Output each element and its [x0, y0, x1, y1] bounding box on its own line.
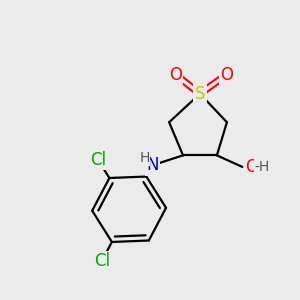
Text: -H: -H	[256, 160, 272, 174]
Text: S: S	[195, 85, 205, 103]
Text: Cl: Cl	[90, 151, 106, 169]
Text: O: O	[248, 158, 261, 176]
Text: O: O	[245, 158, 258, 176]
Text: O: O	[220, 65, 233, 83]
Text: H: H	[139, 152, 150, 165]
Text: N: N	[146, 156, 158, 174]
Text: O: O	[169, 65, 182, 83]
Text: Cl: Cl	[94, 252, 110, 270]
Text: -H: -H	[255, 160, 270, 174]
